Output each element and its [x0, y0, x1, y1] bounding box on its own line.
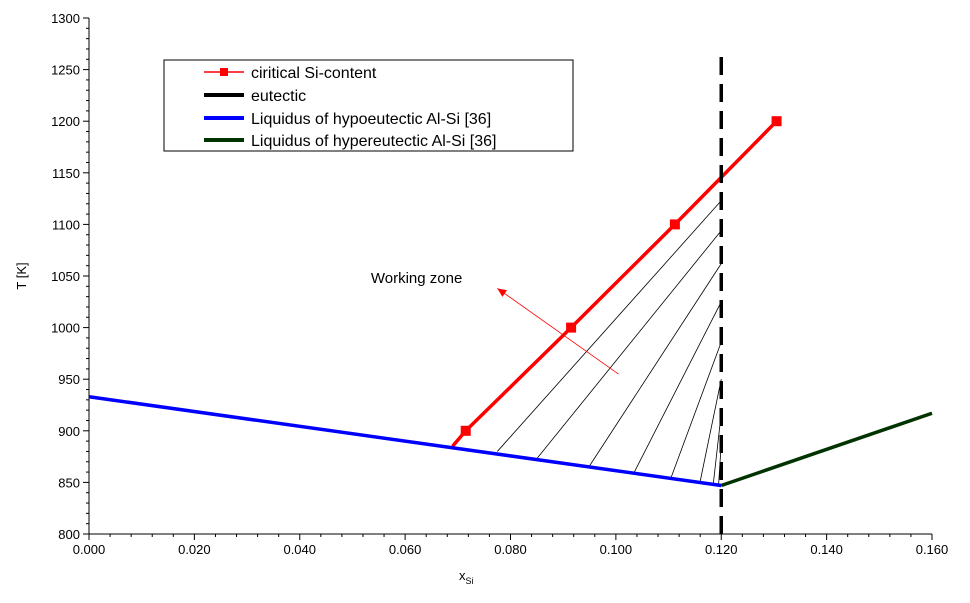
legend-marker-critical	[220, 68, 228, 76]
plot-series	[88, 54, 933, 534]
hypereutectic-liquidus-line	[720, 411, 933, 488]
hatch-line	[589, 263, 722, 467]
hatch-line	[536, 230, 722, 459]
x-tick-label: 0.140	[810, 542, 843, 557]
hatch-line	[497, 200, 722, 452]
y-tick-label: 1050	[51, 269, 80, 284]
x-tick-label: 0.100	[600, 542, 633, 557]
y-axis-title: T [K]	[14, 262, 29, 289]
y-tick-label: 1300	[51, 11, 80, 26]
legend: ciritical Si-content eutectic Liquidus o…	[163, 59, 574, 152]
working-zone-arrow	[497, 288, 619, 375]
y-tick-label: 1000	[51, 321, 80, 336]
x-tick-label: 0.080	[494, 542, 527, 557]
x-axis-title: xSi	[459, 568, 474, 586]
hatch-line	[633, 301, 722, 473]
y-tick-label: 1250	[51, 63, 80, 78]
y-tick-label: 900	[58, 424, 80, 439]
hatch-line	[699, 379, 722, 482]
y-tick-label: 1200	[51, 114, 80, 129]
critical-si-marker	[460, 425, 471, 436]
hatch-line	[670, 341, 722, 478]
hypoeutectic-liquidus-line	[88, 395, 722, 488]
x-tick-label: 0.020	[178, 542, 211, 557]
working-zone-arrowhead	[497, 288, 507, 297]
y-tick-label: 1100	[52, 217, 80, 232]
y-tick-label: 950	[58, 372, 80, 387]
working-zone-label: Working zone	[371, 270, 462, 287]
x-tick-label: 0.000	[73, 542, 106, 557]
x-tick-label: 0.040	[283, 542, 316, 557]
legend-label-critical: ciritical Si-content	[251, 65, 377, 82]
critical-si-marker	[566, 322, 577, 333]
critical-si-marker	[669, 219, 680, 230]
axes: 800 850 900 950 1000 1050 1100 1150 1200 1250 1300…	[51, 11, 948, 557]
x-tick-label: 0.160	[916, 542, 949, 557]
legend-label-hypoeutectic: Liquidus of hypoeutectic Al-Si [36]	[251, 111, 491, 128]
x-axis-title-main: x	[459, 568, 466, 583]
legend-label-eutectic: eutectic	[251, 88, 306, 105]
critical-si-marker	[771, 116, 782, 127]
annotations: Working zone	[371, 270, 619, 375]
x-axis-title-subscript: Si	[466, 576, 474, 586]
critical-si-line	[451, 119, 778, 448]
legend-box	[163, 59, 574, 152]
working-zone-hatch	[497, 200, 722, 485]
x-tick-label: 0.060	[389, 542, 422, 557]
y-tick-label: 1150	[52, 166, 80, 181]
y-tick-label: 800	[58, 527, 80, 542]
y-tick-label: 850	[58, 475, 80, 490]
legend-label-hypereutectic: Liquidus of hypereutectic Al-Si [36]	[251, 133, 496, 150]
x-tick-label: 0.120	[705, 542, 738, 557]
